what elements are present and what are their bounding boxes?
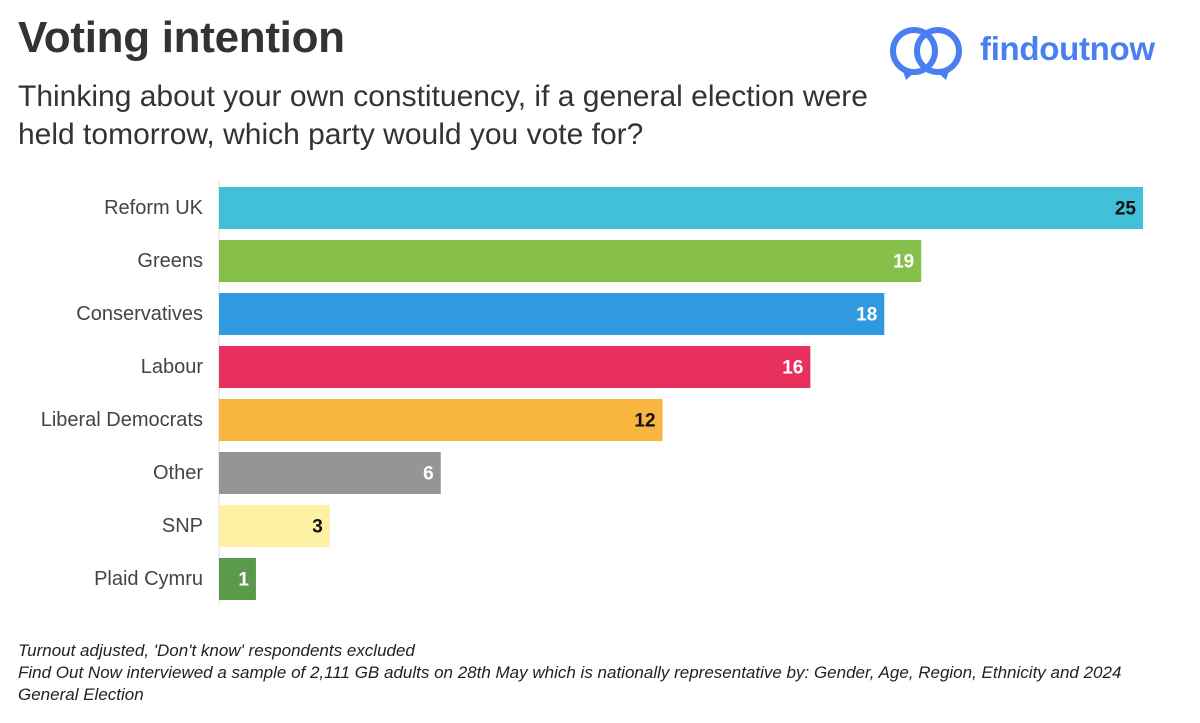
bar-chart: Reform UK 25 Greens 19 Conservatives 18 Labour…	[0, 170, 1200, 620]
value-label-conservatives: 18	[856, 305, 877, 326]
category-label-snp: SNP	[162, 515, 203, 537]
value-label-snp: 3	[312, 517, 323, 538]
footnote-methodology: Find Out Now interviewed a sample of 2,1…	[18, 663, 1122, 704]
bar-chart-svg: Reform UK 25 Greens 19 Conservatives 18 Labour…	[41, 181, 1143, 606]
category-label-reform-uk: Reform UK	[104, 197, 204, 219]
brand-name: findoutnow	[980, 30, 1155, 67]
category-label-other: Other	[153, 462, 203, 484]
footnotes: Turnout adjusted, 'Don't know' responden…	[18, 640, 1178, 706]
speech-bubbles-icon	[890, 27, 962, 80]
bar-other	[219, 452, 441, 494]
chart-title: Voting intention	[18, 13, 345, 62]
bar-liberal-democrats	[219, 399, 663, 441]
chart-subtitle: Thinking about your own constituency, if…	[18, 80, 868, 151]
value-label-greens: 19	[893, 252, 914, 273]
findoutnow-logo: findoutnow	[884, 24, 1184, 84]
bar-snp	[219, 505, 330, 547]
value-label-plaid-cymru: 1	[238, 570, 249, 591]
bar-conservatives	[219, 293, 885, 335]
value-label-reform-uk: 25	[1115, 199, 1137, 220]
category-label-labour: Labour	[141, 356, 204, 378]
bar-labour	[219, 346, 811, 388]
category-label-conservatives: Conservatives	[76, 303, 203, 325]
value-label-labour: 16	[782, 358, 803, 379]
bar-reform-uk	[219, 187, 1143, 229]
category-label-greens: Greens	[137, 250, 203, 272]
category-label-plaid-cymru: Plaid Cymru	[94, 568, 203, 590]
bar-greens	[219, 240, 922, 282]
footnote-turnout: Turnout adjusted, 'Don't know' responden…	[18, 641, 415, 660]
value-label-other: 6	[423, 464, 434, 485]
category-label-liberal-democrats: Liberal Democrats	[41, 409, 203, 431]
bar-plaid-cymru	[219, 558, 256, 600]
value-label-liberal-democrats: 12	[634, 411, 655, 432]
